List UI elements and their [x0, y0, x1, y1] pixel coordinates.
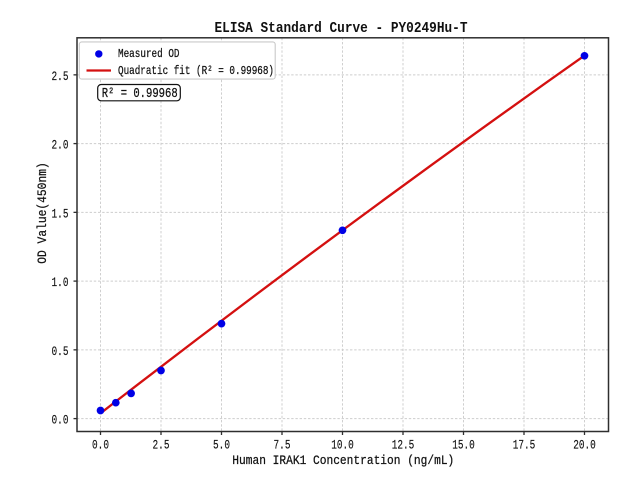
- svg-text:1.0: 1.0: [52, 275, 69, 290]
- svg-text:1.5: 1.5: [52, 206, 69, 221]
- svg-text:15.0: 15.0: [452, 437, 475, 452]
- svg-text:Human IRAK1 Concentration (ng/: Human IRAK1 Concentration (ng/mL): [232, 454, 454, 468]
- svg-text:0.0: 0.0: [52, 413, 69, 428]
- svg-text:0.0: 0.0: [92, 437, 109, 452]
- svg-text:ELISA Standard Curve - PY0249H: ELISA Standard Curve - PY0249Hu-T: [215, 21, 468, 37]
- svg-text:10.0: 10.0: [331, 437, 354, 452]
- svg-text:17.5: 17.5: [513, 437, 536, 452]
- svg-text:12.5: 12.5: [392, 437, 415, 452]
- svg-text:R² = 0.99968: R² = 0.99968: [102, 86, 178, 102]
- svg-text:5.0: 5.0: [213, 437, 230, 452]
- svg-text:2.0: 2.0: [52, 138, 69, 153]
- svg-text:2.5: 2.5: [153, 437, 170, 452]
- svg-text:Measured OD: Measured OD: [118, 47, 180, 61]
- svg-text:7.5: 7.5: [274, 437, 291, 452]
- svg-text:OD Value(450nm): OD Value(450nm): [36, 162, 50, 264]
- svg-text:20.0: 20.0: [573, 437, 596, 452]
- svg-text:0.5: 0.5: [52, 344, 69, 359]
- svg-text:Quadratic fit (R² = 0.99968): Quadratic fit (R² = 0.99968): [118, 64, 274, 78]
- svg-text:2.5: 2.5: [52, 69, 69, 84]
